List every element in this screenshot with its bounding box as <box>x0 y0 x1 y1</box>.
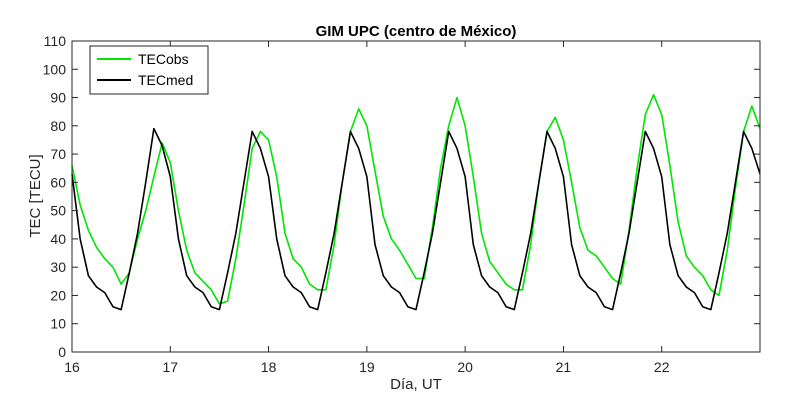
x-axis-title: Día, UT <box>390 376 442 393</box>
legend: TECobs TECmed <box>89 45 209 95</box>
plot-frame <box>71 40 761 353</box>
chart-title: GIM UPC (centro de México) <box>316 23 517 40</box>
x-tick-label: 19 <box>359 359 375 375</box>
y-tick-label: 10 <box>50 316 66 332</box>
y-tick-label: 0 <box>58 344 66 360</box>
series-line-tecobs <box>71 93 761 305</box>
legend-box <box>89 45 209 95</box>
x-tick-label: 20 <box>457 359 473 375</box>
y-tick-label: 90 <box>50 90 66 106</box>
x-tick-label: 16 <box>64 359 80 375</box>
y-tick-label: 110 <box>44 33 67 49</box>
y-tick-label: 100 <box>43 61 67 77</box>
x-tick-label: 17 <box>162 359 178 375</box>
x-tick-label: 21 <box>556 359 572 375</box>
y-tick-label: 40 <box>50 231 66 247</box>
y-tick-label: 80 <box>50 118 66 134</box>
series-layer <box>71 93 761 311</box>
tick-layer: 0 10 20 30 40 50 60 70 80 90 100 110 16 17 18 19 20 21 22 <box>43 33 760 375</box>
y-axis-title: TEC [TECU] <box>27 154 44 237</box>
y-tick-label: 70 <box>50 146 66 162</box>
x-tick-label: 22 <box>654 359 670 375</box>
y-tick-label: 50 <box>50 203 66 219</box>
series-line-tecmed <box>71 127 761 311</box>
x-tick-label: 18 <box>261 359 277 375</box>
y-tick-label: 30 <box>50 259 66 275</box>
y-tick-label: 20 <box>50 287 66 303</box>
legend-label-tecobs: TECobs <box>138 51 189 67</box>
legend-label-tecmed: TECmed <box>138 72 193 88</box>
y-tick-label: 60 <box>50 174 66 190</box>
